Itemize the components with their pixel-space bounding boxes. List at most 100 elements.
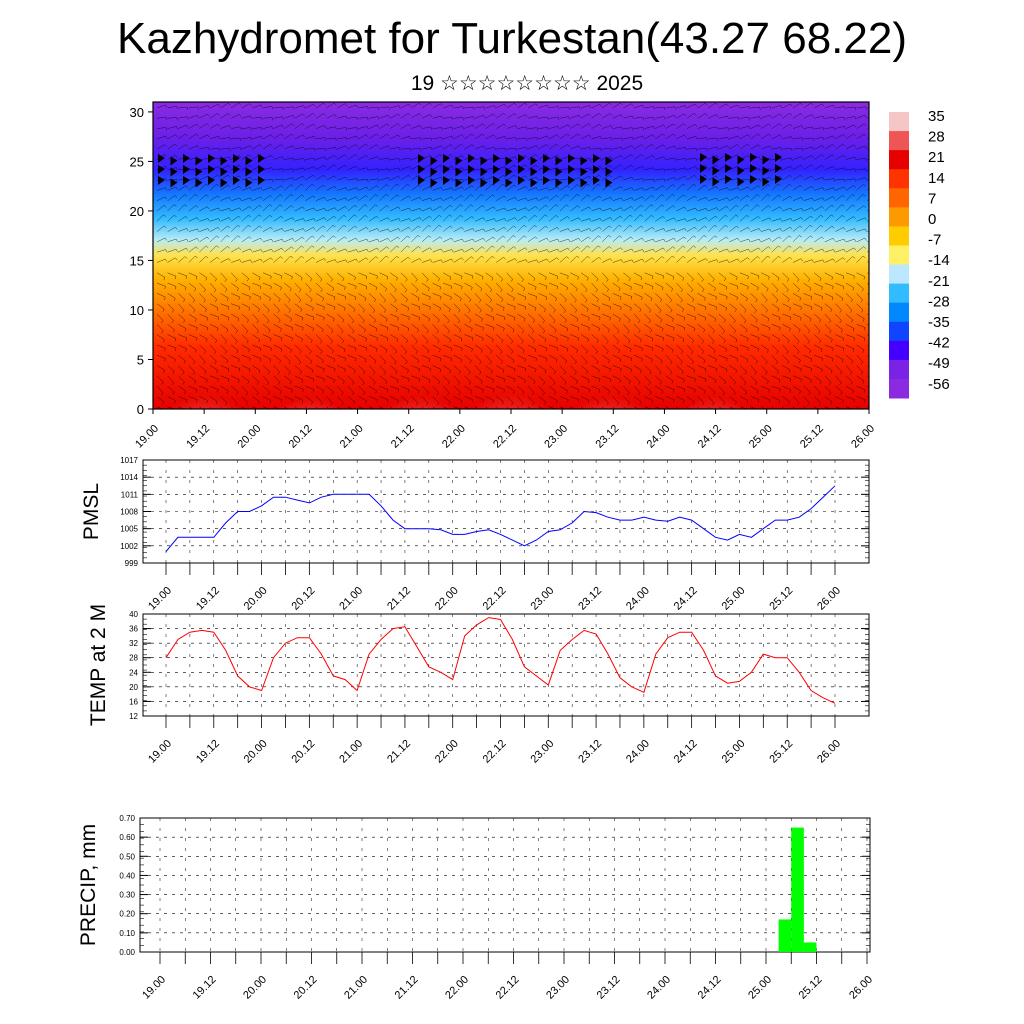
y-tick-label: 28: [129, 654, 138, 663]
colorbar-label: -56: [928, 376, 950, 393]
colorbar-label: 7: [928, 190, 936, 207]
x-tick-label: 26.00: [815, 585, 843, 613]
x-tick-label: 22.12: [481, 738, 509, 766]
y-tick-label: 1011: [121, 490, 139, 499]
y-tick-label: 5: [137, 352, 144, 367]
x-tick-label: 21.00: [338, 423, 366, 451]
wind-flag: [530, 167, 538, 177]
colorbar-swatch: [889, 150, 909, 170]
wind-flag: [750, 175, 757, 184]
y-tick-label: 0: [137, 402, 144, 417]
wind-flag: [195, 178, 203, 188]
wind-flag: [170, 156, 178, 166]
wind-flag: [245, 167, 253, 177]
x-tick-label: 25.12: [767, 585, 795, 613]
x-tick-label: 24.12: [696, 423, 724, 451]
wind-flag: [518, 154, 525, 163]
pmsl-panel: 1017 1014 1011 1008 1005 1002 999 19.00 19.12 20.…: [80, 456, 870, 613]
wind-flag: [555, 178, 563, 188]
wind-flag: [158, 176, 165, 185]
x-tick-label: 22.00: [440, 423, 468, 451]
wind-flag: [737, 166, 745, 176]
colorbar-swatch: [889, 378, 909, 399]
wind-flag: [762, 155, 770, 165]
y-tick-label: 0.40: [119, 871, 135, 880]
colorbar-label: -7: [928, 232, 941, 249]
wind-flag: [418, 154, 425, 163]
pmsl-series-line: [165, 485, 836, 552]
x-tick-label: 22.00: [433, 585, 461, 613]
temp-series-line: [165, 617, 836, 704]
x-tick-label: 24.00: [624, 738, 652, 766]
colorbar: 35 28 21 14 7 0 -7 -14 -21 -28 -35 -42 -49 -56: [889, 108, 950, 399]
y-tick-label: 25: [130, 154, 144, 169]
x-tick-label: 26.00: [847, 974, 875, 1002]
x-tick-label: 21.00: [337, 585, 365, 613]
x-tick-label: 21.12: [389, 423, 417, 451]
wind-flag: [750, 164, 757, 173]
y-tick-label: 12: [129, 712, 138, 721]
wind-flag: [580, 167, 588, 177]
colorbar-swatch: [889, 321, 909, 342]
wind-flag: [725, 164, 732, 173]
wind-flag: [233, 176, 240, 185]
wind-flag: [170, 167, 178, 177]
wind-flag: [725, 153, 732, 162]
colorbar-swatch: [889, 131, 909, 151]
colorbar-swatch: [889, 169, 909, 189]
x-tick-label: 25.12: [767, 738, 795, 766]
temp-panel: 40 36 32 28 24 20 16 12 19.00 19.12 20.00 20.12 21.0…: [87, 604, 870, 766]
colorbar-label: 0: [928, 211, 936, 228]
wind-flag: [220, 178, 228, 188]
plot-frame: [142, 613, 870, 717]
wind-flag: [258, 165, 265, 174]
x-tick-label: 25.12: [797, 974, 825, 1002]
wind-flag: [605, 156, 613, 166]
colorbar-label: -49: [928, 355, 950, 372]
wind-flag: [505, 156, 513, 166]
wind-flag: [418, 165, 425, 174]
y-tick-label: 0.50: [119, 852, 135, 861]
wind-flag: [505, 178, 513, 188]
y-tick-label: 1002: [120, 542, 138, 551]
x-tick-label: 20.00: [242, 585, 270, 613]
x-tick-label: 22.12: [494, 974, 522, 1002]
wind-flag: [762, 166, 770, 176]
wind-flag: [775, 153, 782, 162]
x-tick-label: 25.12: [798, 423, 826, 451]
wind-flag: [568, 176, 575, 185]
x-tick-label: 19.00: [146, 585, 174, 613]
wind-flag: [712, 177, 720, 187]
x-tick-label: 20.12: [290, 738, 318, 766]
x-tick-label: 20.00: [241, 974, 269, 1002]
x-tick-label: 23.12: [576, 585, 604, 613]
wind-flag: [700, 153, 707, 162]
wind-flag: [712, 166, 720, 176]
x-tick-label: 23.00: [542, 423, 570, 451]
x-tick-label: 22.12: [481, 585, 509, 613]
wind-flag: [195, 167, 203, 177]
y-axis-title: TEMP at 2 M: [87, 604, 110, 726]
x-tick-label: 24.12: [672, 738, 700, 766]
y-axis-title: PMSL: [80, 483, 103, 540]
x-tick-label: 26.00: [815, 738, 843, 766]
wind-flag: [568, 165, 575, 174]
x-tick-label: 24.00: [645, 423, 673, 451]
wind-flag: [208, 165, 215, 174]
precip-bar: [778, 919, 792, 952]
colorbar-label: -35: [928, 314, 950, 331]
wind-flag: [208, 154, 215, 163]
x-tick-label: 23.00: [544, 974, 572, 1002]
y-tick-label: 999: [125, 559, 139, 568]
wind-flag: [183, 165, 190, 174]
wind-flag: [158, 154, 165, 163]
wind-flag: [233, 154, 240, 163]
wind-flag: [245, 178, 253, 188]
y-tick-label: 0.20: [119, 910, 135, 919]
colorbar-label: 21: [928, 149, 945, 166]
wind-flag: [593, 165, 600, 174]
colorbar-swatch: [889, 207, 909, 227]
wind-flag: [712, 155, 720, 165]
warm-surface-blobs: [153, 334, 765, 409]
